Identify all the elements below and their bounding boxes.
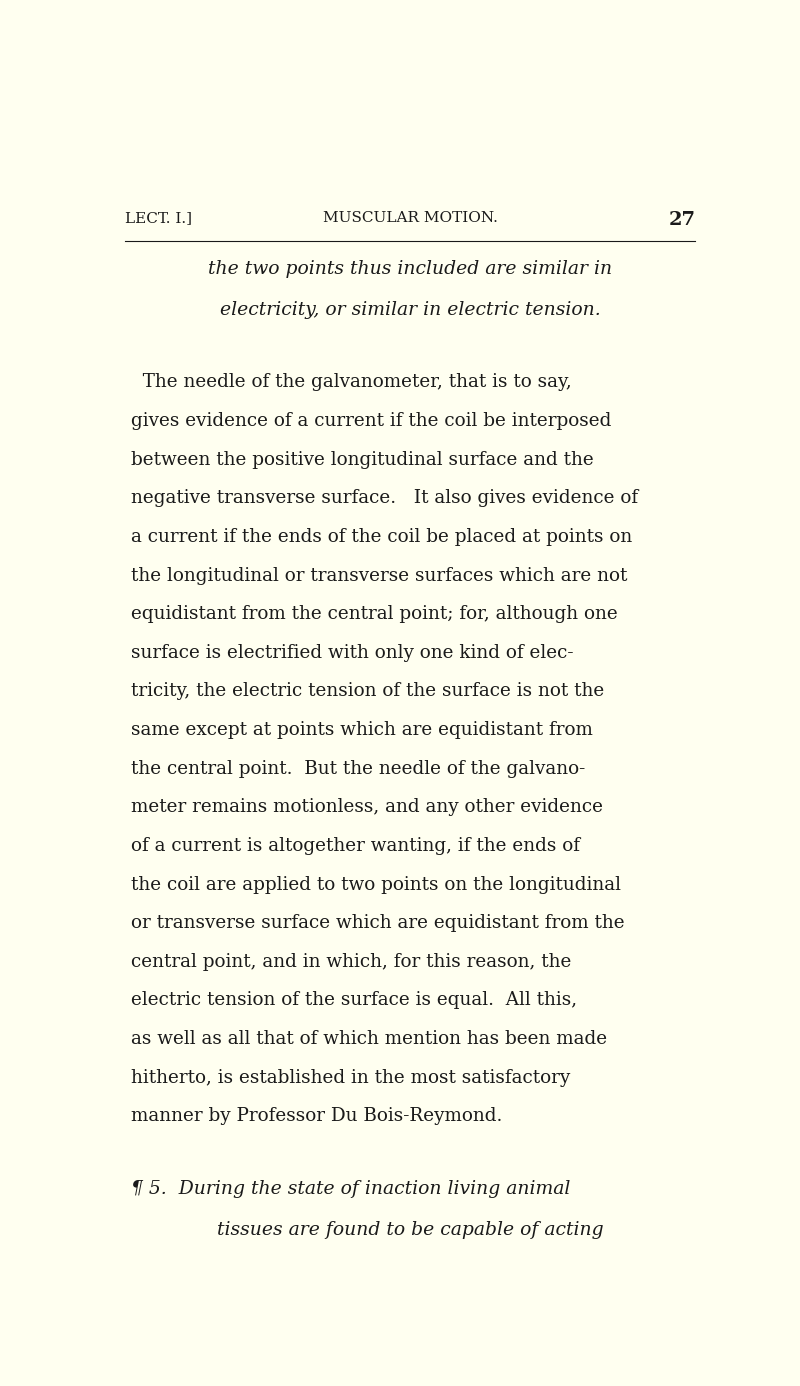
Text: gives evidence of a current if the coil be interposed: gives evidence of a current if the coil … (131, 412, 611, 430)
Text: hitherto, is established in the most satisfactory: hitherto, is established in the most sat… (131, 1069, 570, 1087)
Text: between the positive longitudinal surface and the: between the positive longitudinal surfac… (131, 450, 594, 468)
Text: manner by Professor Du Bois-Reymond.: manner by Professor Du Bois-Reymond. (131, 1107, 502, 1125)
Text: the two points thus included are similar in: the two points thus included are similar… (208, 261, 612, 279)
Text: a current if the ends of the coil be placed at points on: a current if the ends of the coil be pla… (131, 528, 632, 546)
Text: the longitudinal or transverse surfaces which are not: the longitudinal or transverse surfaces … (131, 567, 627, 585)
Text: meter remains motionless, and any other evidence: meter remains motionless, and any other … (131, 798, 603, 816)
Text: ¶ 5.  During the state of inaction living animal: ¶ 5. During the state of inaction living… (131, 1181, 570, 1198)
Text: MUSCULAR MOTION.: MUSCULAR MOTION. (322, 211, 498, 225)
Text: surface is electrified with only one kind of elec-: surface is electrified with only one kin… (131, 643, 574, 661)
Text: The needle of the galvanometer, that is to say,: The needle of the galvanometer, that is … (131, 373, 572, 391)
Text: equidistant from the central point; for, although one: equidistant from the central point; for,… (131, 606, 618, 624)
Text: tricity, the electric tension of the surface is not the: tricity, the electric tension of the sur… (131, 682, 604, 700)
Text: electricity, or similar in electric tension.: electricity, or similar in electric tens… (220, 301, 600, 319)
Text: electric tension of the surface is equal.  All this,: electric tension of the surface is equal… (131, 991, 577, 1009)
Text: central point, and in which, for this reason, the: central point, and in which, for this re… (131, 952, 571, 970)
Text: LECT. I.]: LECT. I.] (125, 211, 192, 225)
Text: negative transverse surface.   It also gives evidence of: negative transverse surface. It also giv… (131, 489, 638, 507)
Text: or transverse surface which are equidistant from the: or transverse surface which are equidist… (131, 915, 625, 933)
Text: the central point.  But the needle of the galvano-: the central point. But the needle of the… (131, 760, 586, 778)
Text: tissues are found to be capable of acting: tissues are found to be capable of actin… (217, 1221, 603, 1239)
Text: the coil are applied to two points on the longitudinal: the coil are applied to two points on th… (131, 876, 621, 894)
Text: as well as all that of which mention has been made: as well as all that of which mention has… (131, 1030, 607, 1048)
Text: 27: 27 (668, 211, 695, 229)
Text: of a current is altogether wanting, if the ends of: of a current is altogether wanting, if t… (131, 837, 580, 855)
Text: same except at points which are equidistant from: same except at points which are equidist… (131, 721, 593, 739)
